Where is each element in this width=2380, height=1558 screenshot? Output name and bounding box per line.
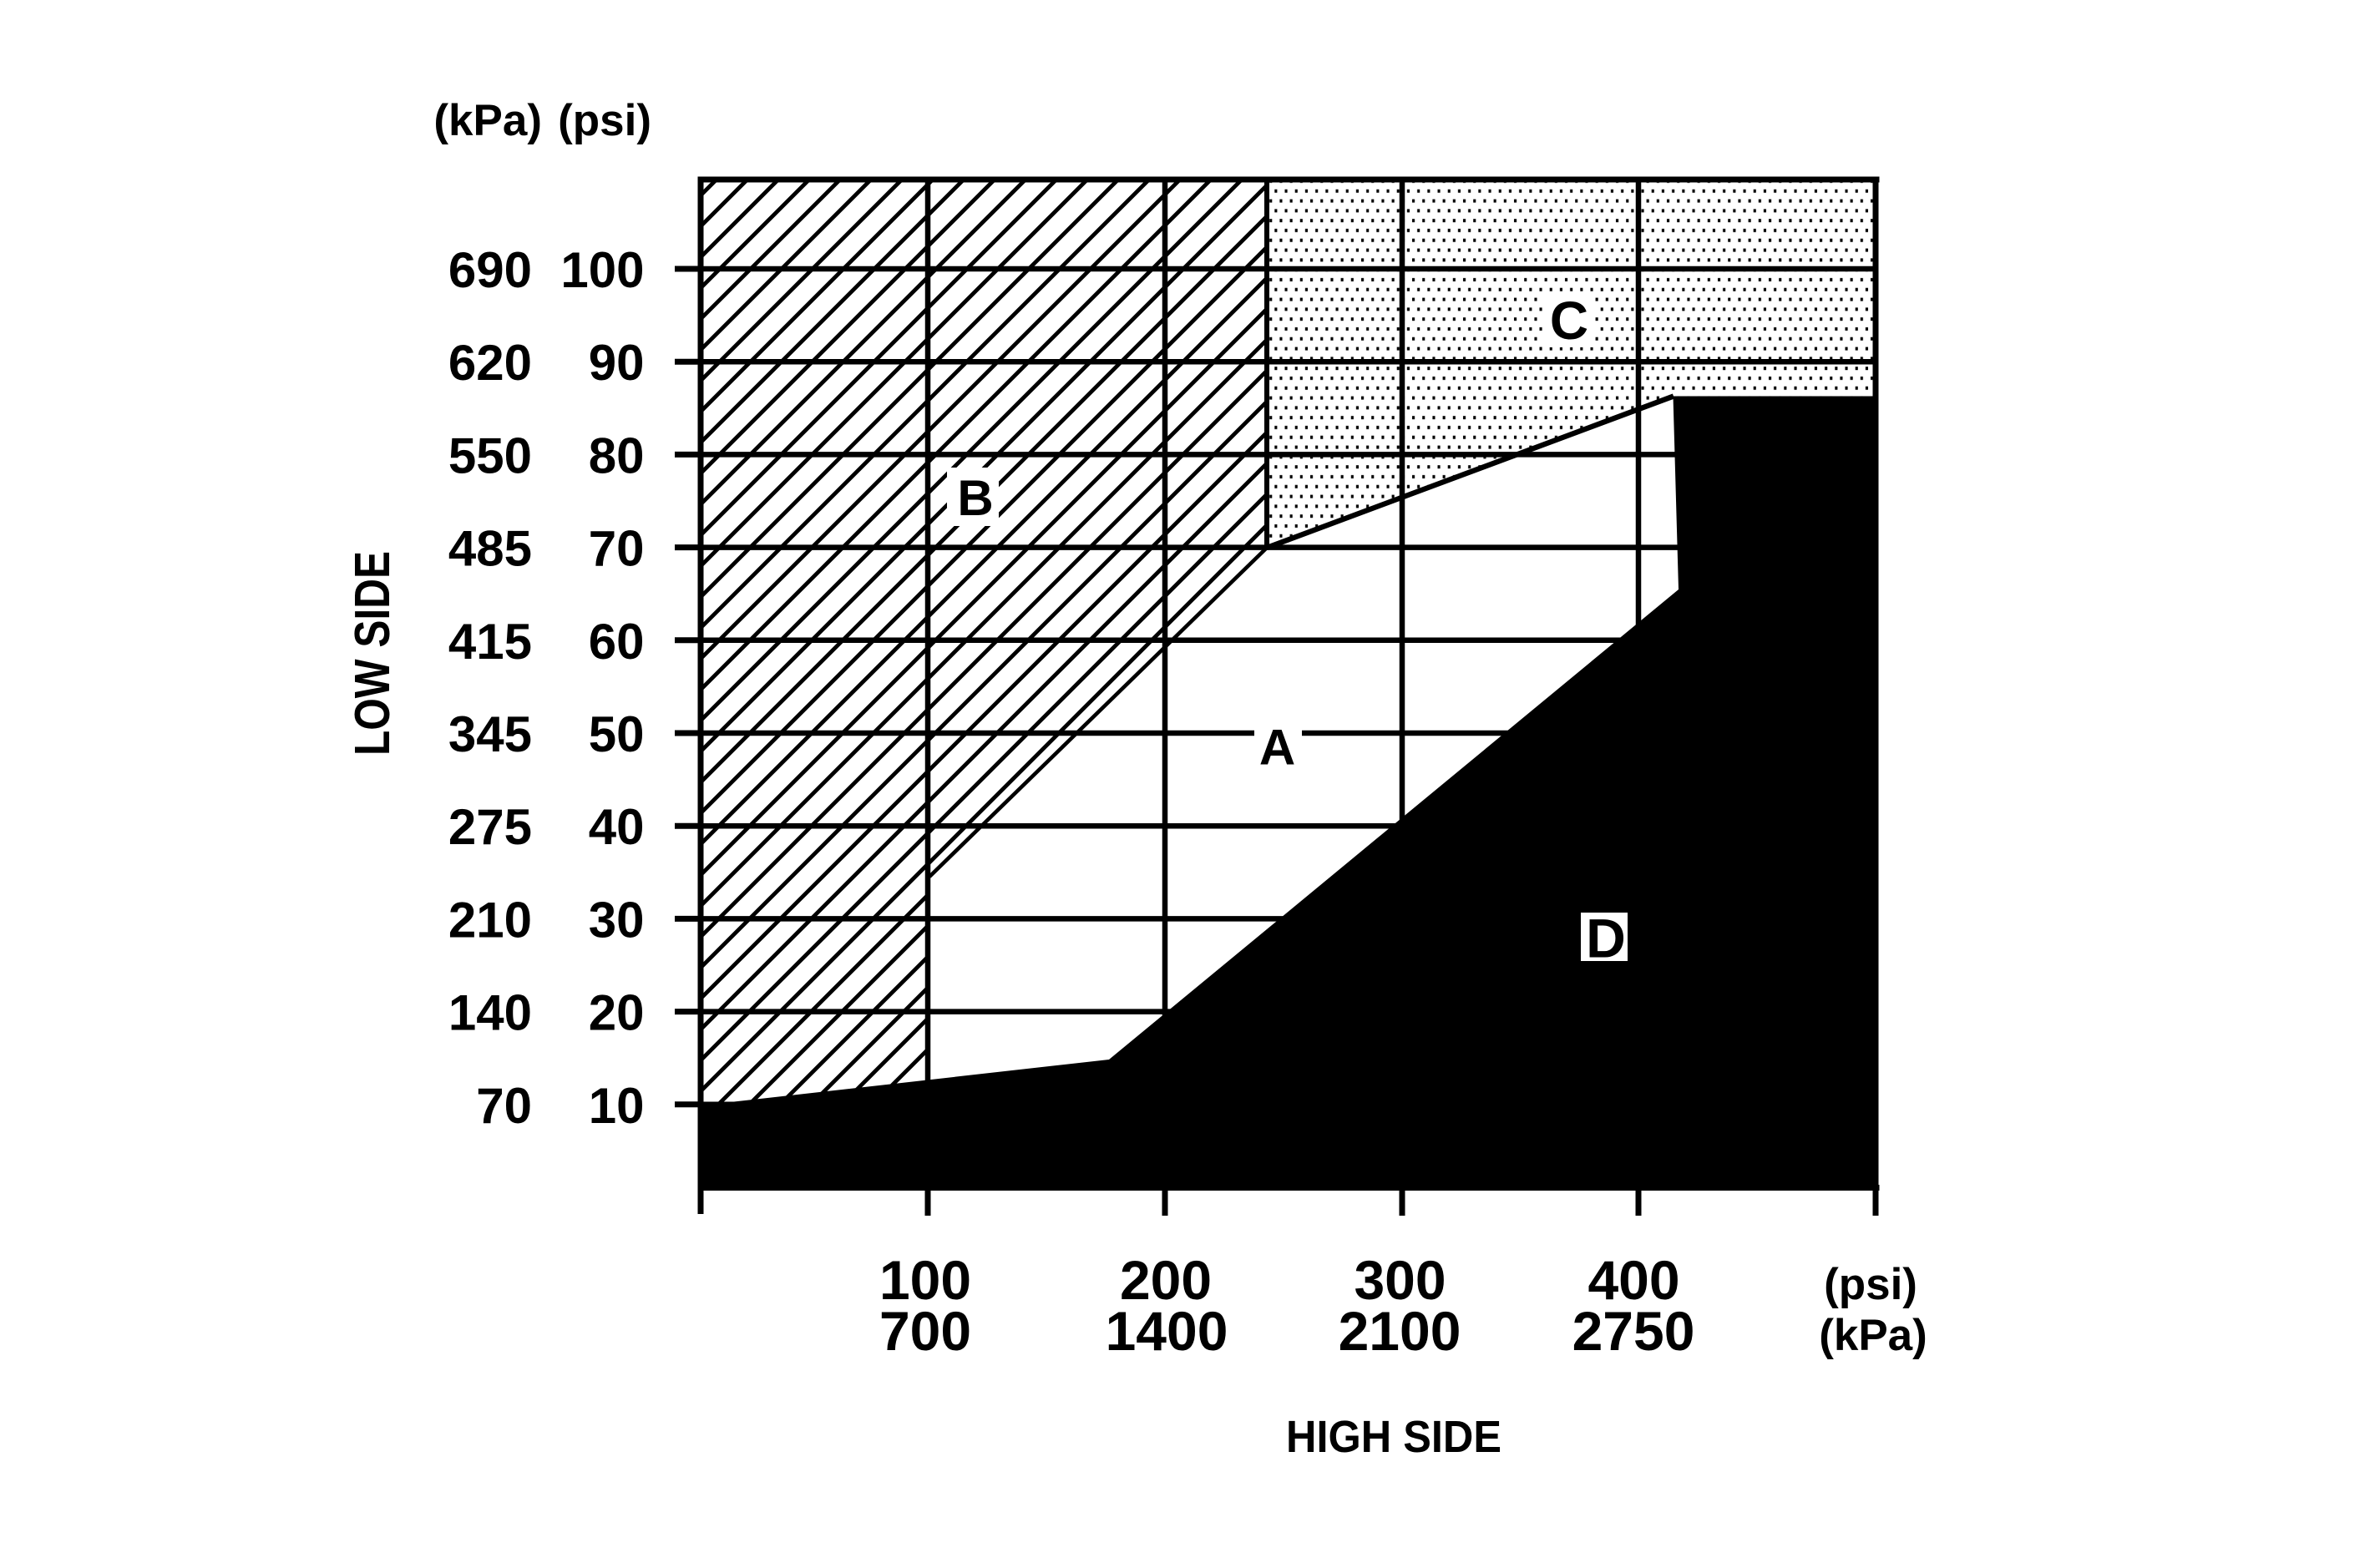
svg-text:345: 345 — [448, 706, 532, 762]
svg-text:40: 40 — [589, 799, 645, 855]
svg-text:(kPa): (kPa) — [433, 96, 542, 145]
svg-text:690: 690 — [448, 242, 532, 298]
svg-text:(psi): (psi) — [558, 96, 651, 145]
svg-text:485: 485 — [448, 521, 532, 577]
svg-text:(kPa): (kPa) — [1819, 1311, 1927, 1360]
svg-text:(psi): (psi) — [1824, 1260, 1917, 1309]
svg-text:100: 100 — [879, 1249, 971, 1311]
svg-text:300: 300 — [1354, 1249, 1446, 1311]
svg-text:LOW SIDE: LOW SIDE — [345, 551, 400, 756]
svg-text:D: D — [1586, 908, 1626, 969]
svg-text:2100: 2100 — [1339, 1300, 1461, 1362]
svg-text:90: 90 — [589, 335, 645, 391]
svg-text:400: 400 — [1588, 1249, 1679, 1311]
svg-text:A: A — [1259, 720, 1295, 776]
svg-text:HIGH SIDE: HIGH SIDE — [1286, 1412, 1501, 1462]
svg-text:C: C — [1550, 291, 1588, 351]
svg-text:60: 60 — [589, 614, 645, 670]
svg-text:415: 415 — [448, 614, 532, 670]
svg-text:1400: 1400 — [1106, 1300, 1228, 1362]
svg-text:700: 700 — [879, 1300, 971, 1362]
svg-text:2750: 2750 — [1572, 1300, 1695, 1362]
svg-text:50: 50 — [589, 706, 645, 762]
svg-text:70: 70 — [589, 521, 645, 577]
svg-text:100: 100 — [560, 242, 644, 298]
svg-text:550: 550 — [448, 427, 532, 483]
svg-text:B: B — [957, 470, 993, 526]
svg-text:10: 10 — [589, 1078, 645, 1134]
svg-text:140: 140 — [448, 985, 532, 1041]
svg-text:200: 200 — [1120, 1249, 1212, 1311]
svg-text:30: 30 — [589, 892, 645, 948]
svg-text:210: 210 — [448, 892, 532, 948]
svg-text:70: 70 — [476, 1078, 532, 1134]
svg-text:275: 275 — [448, 799, 532, 855]
svg-text:20: 20 — [589, 985, 645, 1041]
svg-text:620: 620 — [448, 335, 532, 391]
svg-text:80: 80 — [589, 427, 645, 483]
